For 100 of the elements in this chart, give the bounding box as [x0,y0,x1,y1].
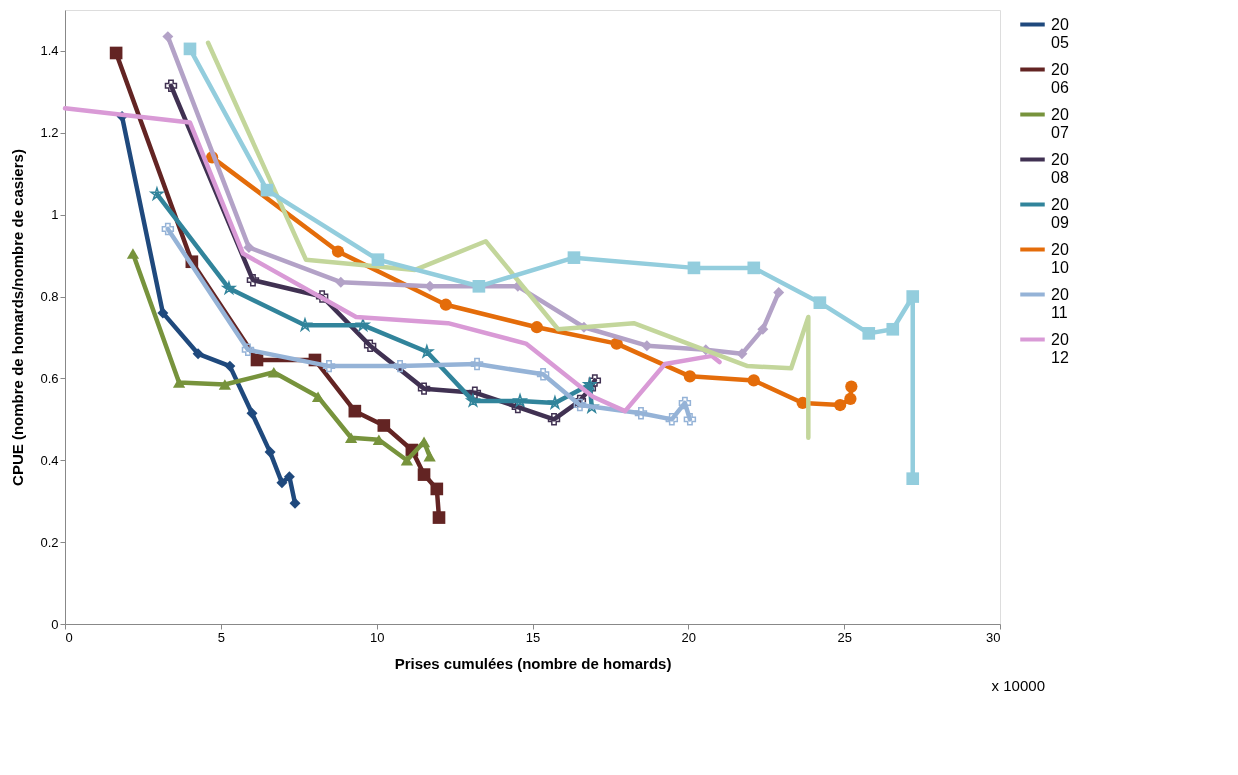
legend-label: 2008 [1051,150,1069,186]
point [298,318,312,331]
legend-label: 2011 [1051,285,1069,321]
point [311,391,325,403]
point [218,379,232,390]
x-tick-label: 10 [369,629,385,645]
point [906,290,920,303]
point [164,79,178,92]
point [322,359,336,373]
point [536,368,550,381]
point [906,472,920,486]
point [472,279,486,293]
y-tick-label: 0.4 [40,452,59,468]
y-tick-label: 1.4 [40,43,59,59]
y-tick-label: 0.8 [40,289,59,305]
point [548,396,562,409]
point [246,407,258,419]
y-tick-label: 0.6 [40,370,59,386]
legend-label: 2005 [1051,15,1069,51]
point [243,241,255,253]
point [315,290,329,303]
point [183,42,197,56]
point [172,377,186,388]
point [161,222,175,236]
x-axis-title: Prises cumulées (nombre de homards) [394,654,672,672]
point [423,450,436,462]
point [833,398,847,412]
point [588,374,602,387]
point [126,248,140,259]
point [344,432,358,444]
point [439,298,452,311]
x-tick-label: 5 [217,629,225,645]
point [573,398,587,412]
point [634,406,648,420]
point [371,253,385,267]
point [283,471,295,483]
point [530,321,543,334]
x-tick-label: 15 [525,629,541,645]
x-tick-label: 20 [681,629,697,645]
point [862,327,876,340]
point [356,318,370,331]
point [417,468,431,481]
point [547,413,561,426]
point [513,394,527,407]
point [683,370,697,383]
point [192,348,204,360]
point [678,396,692,410]
point [157,307,169,319]
point [430,482,444,496]
line-series [205,40,811,440]
point [567,251,581,264]
line-series [62,105,722,414]
point [813,296,827,309]
x-tick-label: 0 [65,629,73,645]
point [363,339,377,352]
point [150,187,164,200]
point [400,454,414,466]
point [844,392,857,405]
point [747,374,760,387]
point [377,419,391,432]
legend-label: 2006 [1051,60,1069,96]
y-tick-label: 1.2 [40,125,59,141]
point [260,183,274,197]
legend-label: 2010 [1051,240,1069,276]
point [417,382,431,395]
legend-label: 2007 [1051,105,1069,141]
point [687,261,701,275]
point [276,477,288,489]
x-tick-label: 30 [986,629,1001,645]
y-tick-label: 0 [51,616,59,632]
legend-label: 2012 [1051,330,1069,366]
point [665,413,679,426]
point [109,46,123,60]
point [470,357,484,371]
text: x 10000 [991,677,1045,694]
point [393,359,407,373]
point [757,323,769,335]
point [468,386,482,399]
x-tick-label: 25 [837,629,852,645]
point [683,413,697,426]
point [224,360,236,372]
point [420,344,434,358]
y-tick-label: 1 [51,207,59,223]
point [267,366,280,378]
point [241,343,255,356]
point [432,511,446,524]
y-tick-label: 0.2 [40,534,59,550]
point [222,281,236,295]
point [162,31,174,43]
point [583,377,597,391]
legend-label: 2009 [1051,195,1069,231]
point [246,273,260,287]
point [886,322,900,336]
point [264,446,276,458]
point [747,261,761,275]
point [773,286,785,298]
point [331,245,345,258]
point [348,404,362,418]
y-axis-title: CPUE (nombre de homards/nombre de casiers) [9,149,27,486]
point [466,394,480,407]
